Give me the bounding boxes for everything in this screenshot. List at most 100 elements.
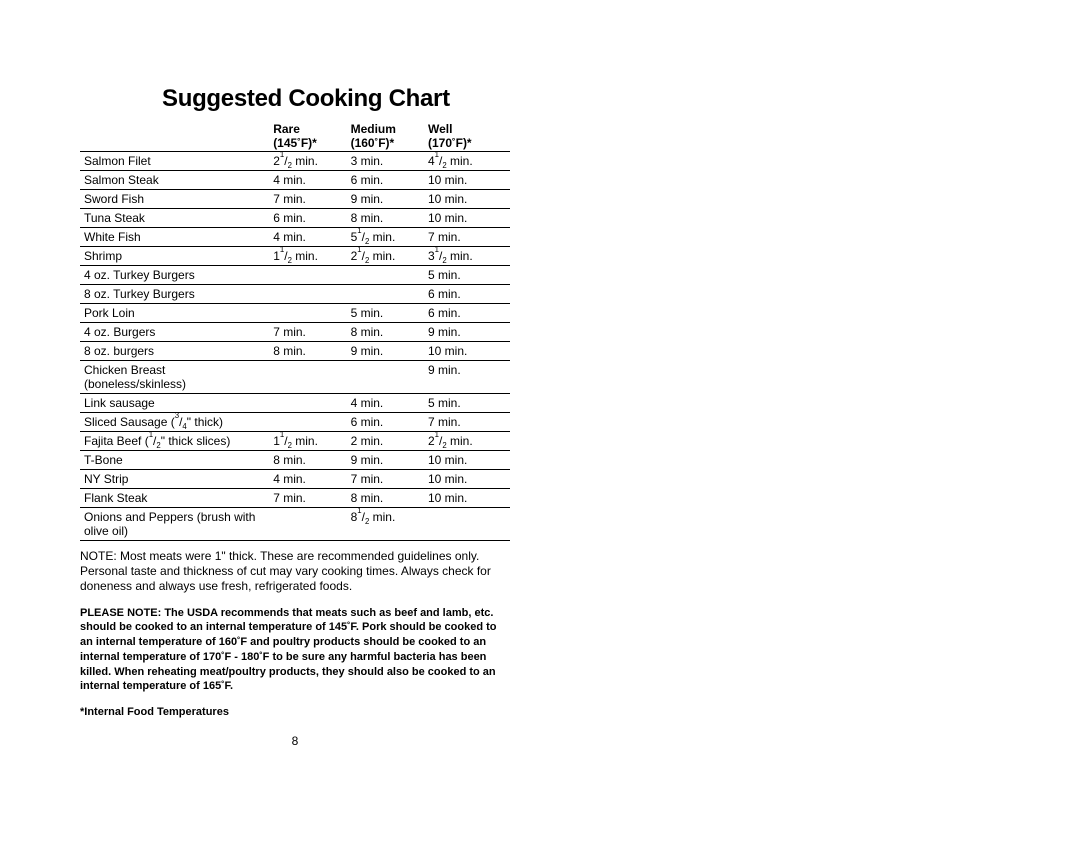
cell-med: 9 min.: [347, 342, 424, 361]
cell-med: 81/2 min.: [347, 508, 424, 541]
cell-well: 10 min.: [424, 342, 510, 361]
cell-med: 5 min.: [347, 304, 424, 323]
cell-well: 5 min.: [424, 394, 510, 413]
cell-rare: 21/2 min.: [269, 152, 346, 171]
cell-med: [347, 266, 424, 285]
cell-food: Chicken Breast (boneless/skinless): [80, 361, 269, 394]
cell-med: 9 min.: [347, 190, 424, 209]
cell-well: 10 min.: [424, 451, 510, 470]
cell-med: 8 min.: [347, 323, 424, 342]
cell-rare: 11/2 min.: [269, 432, 346, 451]
cell-food: Tuna Steak: [80, 209, 269, 228]
page-title: Suggested Cooking Chart: [162, 85, 510, 113]
cell-food: T-Bone: [80, 451, 269, 470]
cell-med: 6 min.: [347, 171, 424, 190]
cell-food: Onions and Peppers (brush with olive oil…: [80, 508, 269, 541]
cell-food: 8 oz. Turkey Burgers: [80, 285, 269, 304]
cell-rare: 11/2 min.: [269, 247, 346, 266]
cell-rare: 7 min.: [269, 323, 346, 342]
header-food: [80, 121, 269, 152]
cell-well: 10 min.: [424, 190, 510, 209]
cell-food: Sliced Sausage (3/4" thick): [80, 413, 269, 432]
table-row: 4 oz. Turkey Burgers 5 min.: [80, 266, 510, 285]
page-number: 8: [80, 734, 510, 748]
table-row: 8 oz. burgers8 min.9 min.10 min.: [80, 342, 510, 361]
table-row: Shrimp11/2 min.21/2 min.31/2 min.: [80, 247, 510, 266]
cell-med: 7 min.: [347, 470, 424, 489]
cell-well: 10 min.: [424, 489, 510, 508]
cell-well: 6 min.: [424, 304, 510, 323]
table-row: 8 oz. Turkey Burgers 6 min.: [80, 285, 510, 304]
cell-med: 9 min.: [347, 451, 424, 470]
cell-food: Salmon Steak: [80, 171, 269, 190]
cell-med: [347, 361, 424, 394]
cell-rare: [269, 266, 346, 285]
table-row: Salmon Steak4 min.6 min.10 min.: [80, 171, 510, 190]
cell-rare: 8 min.: [269, 451, 346, 470]
table-row: Chicken Breast (boneless/skinless) 9 min.: [80, 361, 510, 394]
internal-temp-label: *Internal Food Temperatures: [80, 706, 510, 718]
cell-rare: 7 min.: [269, 190, 346, 209]
header-medium: Medium (160˚F)*: [347, 121, 424, 152]
cell-food: Link sausage: [80, 394, 269, 413]
table-row: Flank Steak7 min.8 min.10 min.: [80, 489, 510, 508]
table-row: T-Bone8 min.9 min.10 min.: [80, 451, 510, 470]
cell-med: 8 min.: [347, 209, 424, 228]
table-row: Link sausage 4 min.5 min.: [80, 394, 510, 413]
cell-rare: 7 min.: [269, 489, 346, 508]
cell-food: 8 oz. burgers: [80, 342, 269, 361]
table-row: Sliced Sausage (3/4" thick)6 min.7 min.: [80, 413, 510, 432]
cell-food: 4 oz. Turkey Burgers: [80, 266, 269, 285]
cell-well: 9 min.: [424, 361, 510, 394]
cell-rare: 4 min.: [269, 171, 346, 190]
cell-med: 21/2 min.: [347, 247, 424, 266]
table-row: NY Strip4 min.7 min.10 min.: [80, 470, 510, 489]
cell-food: Flank Steak: [80, 489, 269, 508]
cell-food: Shrimp: [80, 247, 269, 266]
cell-well: 41/2 min.: [424, 152, 510, 171]
note-text: NOTE: Most meats were 1" thick. These ar…: [80, 549, 510, 594]
cell-med: 2 min.: [347, 432, 424, 451]
cell-med: [347, 285, 424, 304]
cell-well: 6 min.: [424, 285, 510, 304]
table-header-row: Rare (145˚F)* Medium (160˚F)* Well (170˚…: [80, 121, 510, 152]
cell-well: [424, 508, 510, 541]
cell-rare: [269, 508, 346, 541]
cell-food: NY Strip: [80, 470, 269, 489]
header-well: Well (170˚F)*: [424, 121, 510, 152]
cell-med: 4 min.: [347, 394, 424, 413]
please-note: PLEASE NOTE: The USDA recommends that me…: [80, 606, 510, 694]
cell-well: 10 min.: [424, 209, 510, 228]
cell-rare: 8 min.: [269, 342, 346, 361]
cell-rare: [269, 413, 346, 432]
table-row: Tuna Steak6 min.8 min.10 min.: [80, 209, 510, 228]
cell-rare: [269, 285, 346, 304]
cell-well: 5 min.: [424, 266, 510, 285]
cell-rare: [269, 394, 346, 413]
cell-med: 51/2 min.: [347, 228, 424, 247]
cell-food: White Fish: [80, 228, 269, 247]
cell-med: 8 min.: [347, 489, 424, 508]
cell-well: 31/2 min.: [424, 247, 510, 266]
table-row: Pork Loin 5 min.6 min.: [80, 304, 510, 323]
header-rare: Rare (145˚F)*: [269, 121, 346, 152]
cell-rare: [269, 304, 346, 323]
table-row: White Fish4 min.51/2 min.7 min.: [80, 228, 510, 247]
cell-food: Pork Loin: [80, 304, 269, 323]
table-row: Fajita Beef (1/2" thick slices)11/2 min.…: [80, 432, 510, 451]
cell-well: 9 min.: [424, 323, 510, 342]
cell-food: Sword Fish: [80, 190, 269, 209]
cell-food: Fajita Beef (1/2" thick slices): [80, 432, 269, 451]
cell-rare: 6 min.: [269, 209, 346, 228]
cooking-table: Rare (145˚F)* Medium (160˚F)* Well (170˚…: [80, 121, 510, 541]
cell-well: 10 min.: [424, 171, 510, 190]
cell-med: 3 min.: [347, 152, 424, 171]
cell-food: Salmon Filet: [80, 152, 269, 171]
cell-food: 4 oz. Burgers: [80, 323, 269, 342]
table-body: Salmon Filet21/2 min.3 min.41/2 min.Salm…: [80, 152, 510, 541]
cell-well: 7 min.: [424, 228, 510, 247]
table-row: Sword Fish7 min.9 min.10 min.: [80, 190, 510, 209]
cell-rare: 4 min.: [269, 470, 346, 489]
cell-well: 21/2 min.: [424, 432, 510, 451]
table-row: 4 oz. Burgers7 min.8 min.9 min.: [80, 323, 510, 342]
